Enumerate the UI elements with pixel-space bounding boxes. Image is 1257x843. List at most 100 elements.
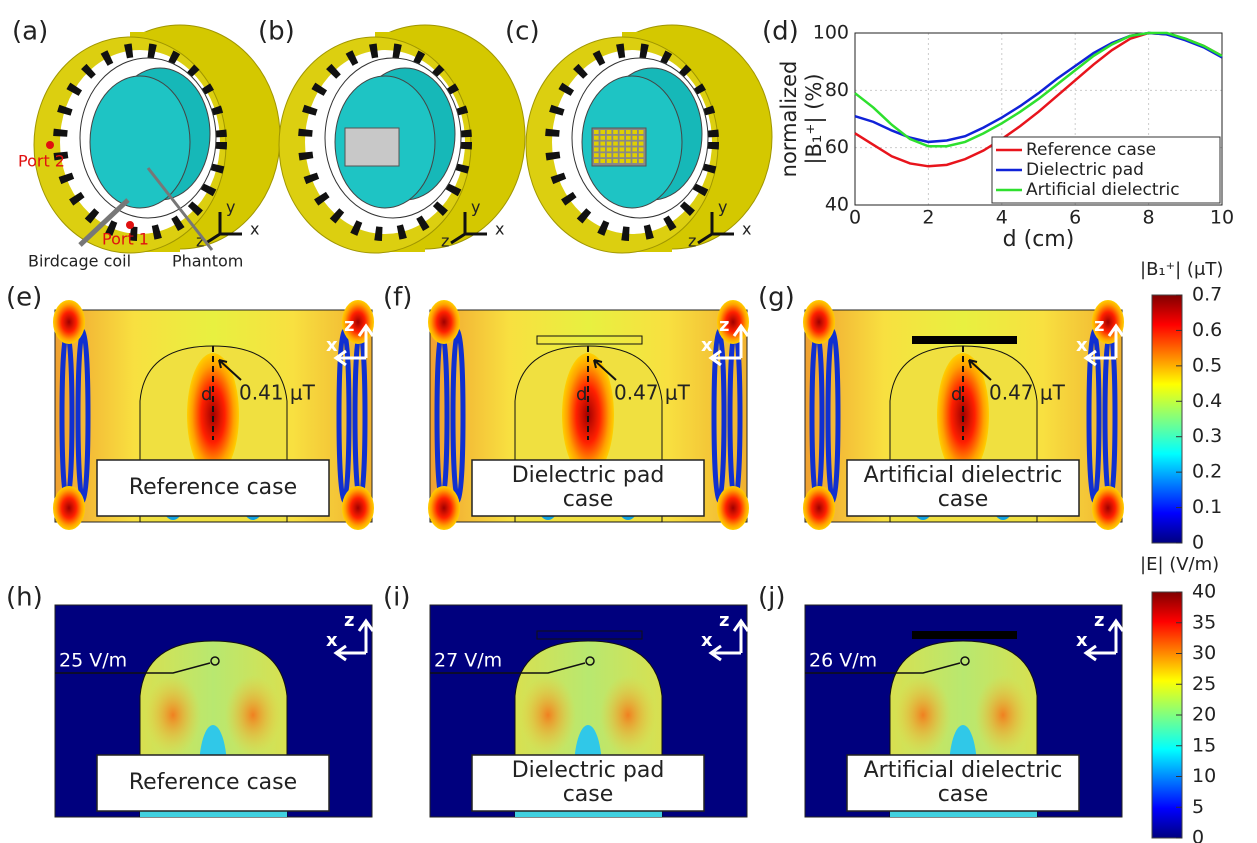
caption: Artificial dielectric bbox=[864, 758, 1063, 783]
field-annotation: 26 V/m bbox=[809, 650, 877, 672]
series-line bbox=[855, 33, 1222, 142]
field-hotspot bbox=[803, 300, 835, 344]
colorbar-tick-label: 0.6 bbox=[1192, 319, 1222, 341]
field-hotspot bbox=[428, 486, 460, 530]
colorbar-tick-label: 30 bbox=[1192, 642, 1216, 664]
meta-cell bbox=[613, 147, 618, 151]
axis-name: z bbox=[344, 610, 354, 631]
field-warm bbox=[520, 675, 576, 755]
caption: case bbox=[563, 782, 614, 807]
panel-label: (j) bbox=[758, 583, 786, 613]
field-base bbox=[140, 811, 287, 817]
axis-name: x bbox=[1076, 630, 1088, 651]
meta-cell bbox=[632, 142, 637, 146]
port-dot bbox=[126, 221, 134, 229]
panel-label: (d) bbox=[762, 17, 799, 47]
callout: Phantom bbox=[172, 252, 243, 271]
field-annotation: 0.41 μT bbox=[239, 381, 316, 405]
field-hotspot bbox=[428, 300, 460, 344]
panel-label: (h) bbox=[6, 583, 43, 613]
colorbar-tick-label: 40 bbox=[1192, 581, 1216, 603]
colorbar-tick-label: 0.2 bbox=[1192, 461, 1222, 483]
field-annotation: 0.47 μT bbox=[614, 381, 691, 405]
meta-cell bbox=[620, 130, 625, 134]
y-tick-label: 100 bbox=[813, 22, 849, 44]
x-tick-label: 8 bbox=[1143, 207, 1155, 229]
meta-cell bbox=[594, 159, 599, 163]
port-label: Port 2 bbox=[18, 152, 65, 171]
colorbar-label: |B₁⁺| (μT) bbox=[1140, 259, 1223, 280]
caption: Reference case bbox=[129, 770, 297, 795]
meta-cell bbox=[639, 130, 644, 134]
meta-cell bbox=[600, 159, 605, 163]
meta-cell bbox=[613, 142, 618, 146]
meta-cell bbox=[613, 136, 618, 140]
meta-cell bbox=[620, 147, 625, 151]
x-tick-label: 10 bbox=[1210, 207, 1234, 229]
meta-cell bbox=[607, 159, 612, 163]
colorbar-label: |E| (V/m) bbox=[1140, 554, 1219, 575]
caption: Dielectric pad bbox=[512, 463, 665, 488]
legend-label: Dielectric pad bbox=[1026, 160, 1144, 180]
field-warm bbox=[895, 675, 951, 755]
colorbar bbox=[1152, 295, 1182, 543]
panel-label: (a) bbox=[12, 17, 48, 47]
meta-cell bbox=[632, 159, 637, 163]
callout: Birdcage coil bbox=[28, 252, 131, 271]
panel-label: (f) bbox=[383, 283, 412, 313]
meta-cell bbox=[594, 136, 599, 140]
axis-name: x bbox=[250, 220, 259, 239]
panel-label: (i) bbox=[383, 583, 411, 613]
colorbar-tick-label: 25 bbox=[1192, 673, 1216, 695]
d-label: d bbox=[951, 384, 962, 405]
axis-name: x bbox=[326, 335, 338, 356]
meta-cell bbox=[607, 153, 612, 157]
axis-name: y bbox=[718, 198, 727, 217]
field-annotation: 25 V/m bbox=[59, 650, 127, 672]
field-annotation: 0.47 μT bbox=[989, 381, 1066, 405]
meta-cell bbox=[626, 147, 631, 151]
colorbar-tick-label: 10 bbox=[1192, 765, 1216, 787]
meta-cell bbox=[594, 147, 599, 151]
colorbar-tick-label: 0.7 bbox=[1192, 284, 1222, 306]
meta-cell bbox=[639, 142, 644, 146]
meta-cell bbox=[639, 147, 644, 151]
colorbar-tick-label: 0 bbox=[1192, 827, 1204, 843]
page: (a)(b)(c)(d)(e)(f)(g)(h)(i)(j)yxzyxzyxzP… bbox=[0, 0, 1257, 843]
panel-label: (c) bbox=[505, 17, 540, 47]
field-hotspot bbox=[53, 486, 85, 530]
field-annotation: 27 V/m bbox=[434, 650, 502, 672]
caption: case bbox=[938, 487, 989, 512]
caption: Reference case bbox=[129, 475, 297, 500]
meta-cell bbox=[620, 142, 625, 146]
meta-cell bbox=[600, 147, 605, 151]
meta-cell bbox=[600, 130, 605, 134]
axis-name: z bbox=[1094, 315, 1104, 336]
axis-name: x bbox=[701, 335, 713, 356]
caption: case bbox=[563, 487, 614, 512]
meta-cell bbox=[632, 147, 637, 151]
legend-label: Artificial dielectric bbox=[1026, 180, 1180, 200]
legend-label: Reference case bbox=[1026, 140, 1156, 160]
field-hotspot bbox=[342, 486, 374, 530]
field-hotspot bbox=[1092, 486, 1124, 530]
meta-cell bbox=[626, 142, 631, 146]
d-label: d bbox=[576, 384, 587, 405]
colorbar-tick-label: 35 bbox=[1192, 611, 1216, 633]
x-tick-label: 2 bbox=[922, 207, 934, 229]
colorbar-tick-label: 5 bbox=[1192, 796, 1204, 818]
meta-cell bbox=[632, 130, 637, 134]
axis-name: y bbox=[226, 198, 235, 217]
meta-cell bbox=[613, 153, 618, 157]
axis-name: x bbox=[326, 630, 338, 651]
field-base bbox=[890, 811, 1037, 817]
meta-cell bbox=[632, 136, 637, 140]
pad bbox=[912, 631, 1017, 639]
panel-label: (g) bbox=[758, 283, 795, 313]
axis-name: x bbox=[495, 220, 504, 239]
field-hotspot bbox=[53, 300, 85, 344]
colorbar-tick-label: 0 bbox=[1192, 532, 1204, 554]
axis-name: z bbox=[719, 315, 729, 336]
meta-cell bbox=[607, 136, 612, 140]
pad bbox=[912, 336, 1017, 344]
